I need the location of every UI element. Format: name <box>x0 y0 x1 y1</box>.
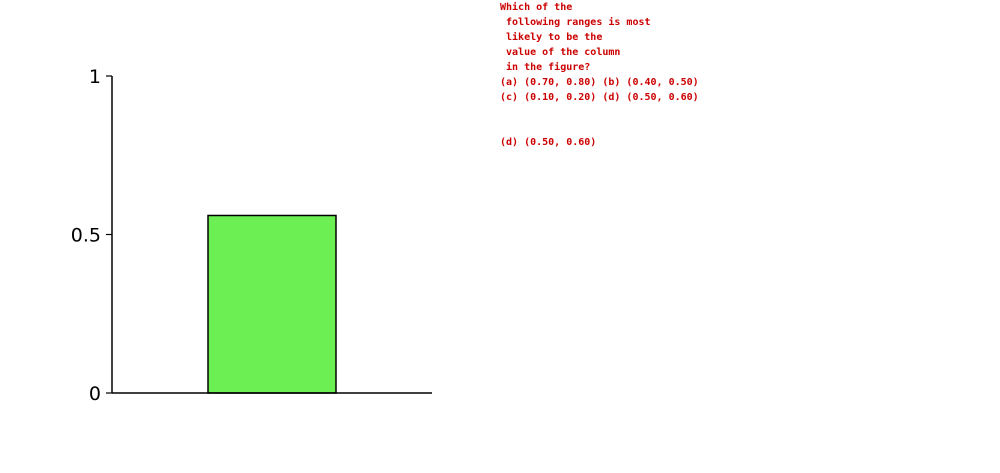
y-tick-label: 0.5 <box>71 225 101 247</box>
answer-text: (d) (0.50, 0.60) <box>500 137 597 148</box>
bar <box>207 214 337 394</box>
bars-group <box>207 214 337 394</box>
y-tick-label: 1 <box>89 66 101 88</box>
y-ticks-group: 00.51 <box>71 66 112 405</box>
question-text: Which of the following ranges is most li… <box>500 2 699 103</box>
bar-chart: 00.51 <box>71 66 432 405</box>
y-tick-label: 0 <box>89 383 101 405</box>
